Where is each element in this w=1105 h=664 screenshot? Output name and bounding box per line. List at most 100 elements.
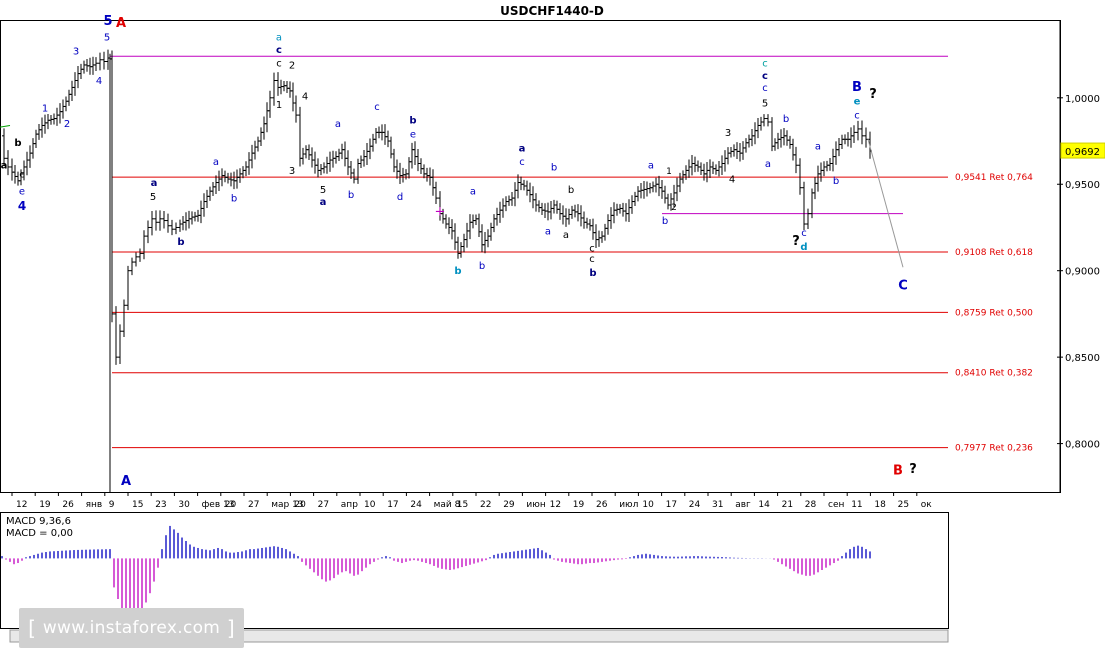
wave-label: 4: [729, 175, 735, 186]
wave-label: 2: [64, 119, 70, 130]
x-tick-label: ок: [921, 500, 933, 510]
y-tick-label: 0,8500: [1065, 353, 1100, 364]
wave-label: b: [348, 190, 354, 201]
x-tick-label: 11: [851, 500, 862, 510]
macd-title: MACD 9,36,6: [6, 516, 71, 527]
x-tick-label: 15: [132, 500, 143, 510]
x-tick-label: 22: [480, 500, 491, 510]
wave-label: ?: [909, 462, 917, 477]
cross-marker-icon: +: [435, 204, 446, 219]
x-tick-label: 27: [318, 500, 329, 510]
x-tick-label: 15: [457, 500, 468, 510]
wave-label: a: [815, 142, 821, 153]
wave-label: a: [648, 161, 654, 172]
x-tick-label: 9: [109, 500, 115, 510]
x-tick-label: 26: [596, 500, 608, 510]
wave-label: a: [335, 119, 341, 130]
wave-label: c: [762, 71, 768, 82]
x-tick-label: сен: [828, 500, 844, 510]
wave-label: d: [800, 242, 807, 253]
macd-subtitle: MACD = 0,00: [6, 528, 73, 539]
wave-label: B: [852, 80, 862, 95]
wave-label: 3: [73, 47, 79, 58]
wave-label: 5: [762, 98, 768, 109]
wave-label: b: [177, 237, 184, 248]
fib-level-label: 0,7977 Ret 0,236: [955, 444, 1033, 454]
x-tick-label: апр: [341, 500, 358, 510]
wave-label: c: [762, 83, 768, 94]
x-tick-label: 20: [225, 500, 237, 510]
bracket-left-icon: [: [28, 616, 43, 640]
x-tick-label: 29: [503, 500, 515, 510]
wave-label: c: [589, 254, 595, 265]
wave-label: 1: [276, 100, 282, 111]
wave-label: e: [410, 130, 416, 141]
y-tick-label: 0,9000: [1065, 267, 1100, 278]
wave-label: b: [551, 162, 557, 173]
macd-overlay-strip: [9, 629, 949, 643]
x-tick-label: июл: [619, 500, 638, 510]
wave-label: 4: [302, 92, 308, 103]
bracket-right-icon: ]: [220, 616, 235, 640]
x-tick-label: 27: [248, 500, 259, 510]
wave-label: b: [454, 266, 461, 277]
wave-label: a: [213, 157, 219, 168]
wave-label: c: [374, 102, 380, 113]
wave-label: c: [854, 111, 860, 122]
wave-label: e: [854, 97, 861, 108]
wave-label: c: [801, 228, 807, 239]
x-tick-label: 18: [874, 500, 886, 510]
x-tick-label: 30: [178, 500, 190, 510]
fib-level-label: 0,8410 Ret 0,382: [955, 369, 1033, 379]
wave-label: c: [519, 157, 525, 168]
wave-label: B: [893, 464, 903, 479]
wave-label: A: [116, 16, 126, 31]
wave-label: 1: [42, 104, 48, 115]
wave-label: c: [276, 59, 282, 70]
x-tick-label: 21: [782, 500, 793, 510]
wave-label: c: [276, 45, 282, 56]
wave-label: 5: [104, 33, 110, 44]
y-tick-label: 1,0000: [1065, 94, 1100, 105]
y-tick-label: 0,9500: [1065, 180, 1100, 191]
fib-level-label: 0,9541 Ret 0,764: [955, 173, 1033, 183]
x-tick-label: 19: [573, 500, 585, 510]
x-tick-label: 23: [155, 500, 166, 510]
wave-label: A: [121, 474, 131, 489]
wave-label: 2: [289, 60, 295, 71]
x-tick-label: 17: [387, 500, 398, 510]
y-tick-label: 0,8000: [1065, 440, 1100, 451]
indicator-line: [0, 124, 11, 128]
x-tick-label: июн: [526, 500, 545, 510]
wave-label: a: [1, 161, 8, 172]
x-tick-label: май 8: [434, 500, 461, 510]
wave-label: b: [479, 261, 485, 272]
x-tick-label: авг: [735, 500, 751, 510]
x-tick-label: 28: [805, 500, 817, 510]
wave-label: 5: [320, 185, 326, 196]
wave-label: b: [589, 268, 596, 279]
wave-label: b: [783, 114, 789, 125]
wave-label: b: [231, 194, 237, 205]
wave-label: b: [14, 138, 21, 149]
wave-label: 5: [103, 14, 112, 29]
current-price-tag: [1060, 142, 1105, 159]
x-tick-label: 31: [712, 500, 723, 510]
x-tick-label: 19: [39, 500, 51, 510]
x-tick-label: фев 13: [202, 500, 235, 510]
wave-label: c: [762, 59, 768, 70]
wave-label: 4: [96, 76, 102, 87]
wave-label: a: [545, 226, 551, 237]
x-tick-label: 14: [758, 500, 770, 510]
wave-label: c: [19, 169, 25, 180]
x-tick-label: 10: [364, 500, 376, 510]
x-tick-label: 26: [62, 500, 74, 510]
wave-label: b: [662, 216, 668, 227]
wave-label: a: [320, 197, 327, 208]
watermark-text: www.instaforex.com: [42, 618, 221, 638]
wave-label: a: [276, 33, 282, 44]
x-tick-label: янв: [86, 500, 103, 510]
wave-label: b: [409, 116, 416, 127]
